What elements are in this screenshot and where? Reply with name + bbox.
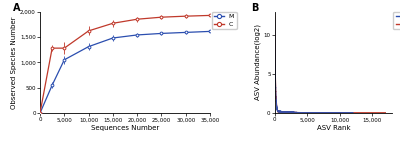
Y-axis label: ASV Abundance(log2): ASV Abundance(log2): [254, 24, 261, 100]
Text: A: A: [13, 3, 20, 13]
Legend: M, C: M, C: [212, 12, 236, 29]
Text: B: B: [251, 3, 259, 13]
X-axis label: ASV Rank: ASV Rank: [316, 125, 350, 131]
Y-axis label: Observed Species Number: Observed Species Number: [11, 16, 17, 109]
Legend: M, C: M, C: [393, 12, 400, 29]
X-axis label: Sequences Number: Sequences Number: [91, 125, 159, 131]
